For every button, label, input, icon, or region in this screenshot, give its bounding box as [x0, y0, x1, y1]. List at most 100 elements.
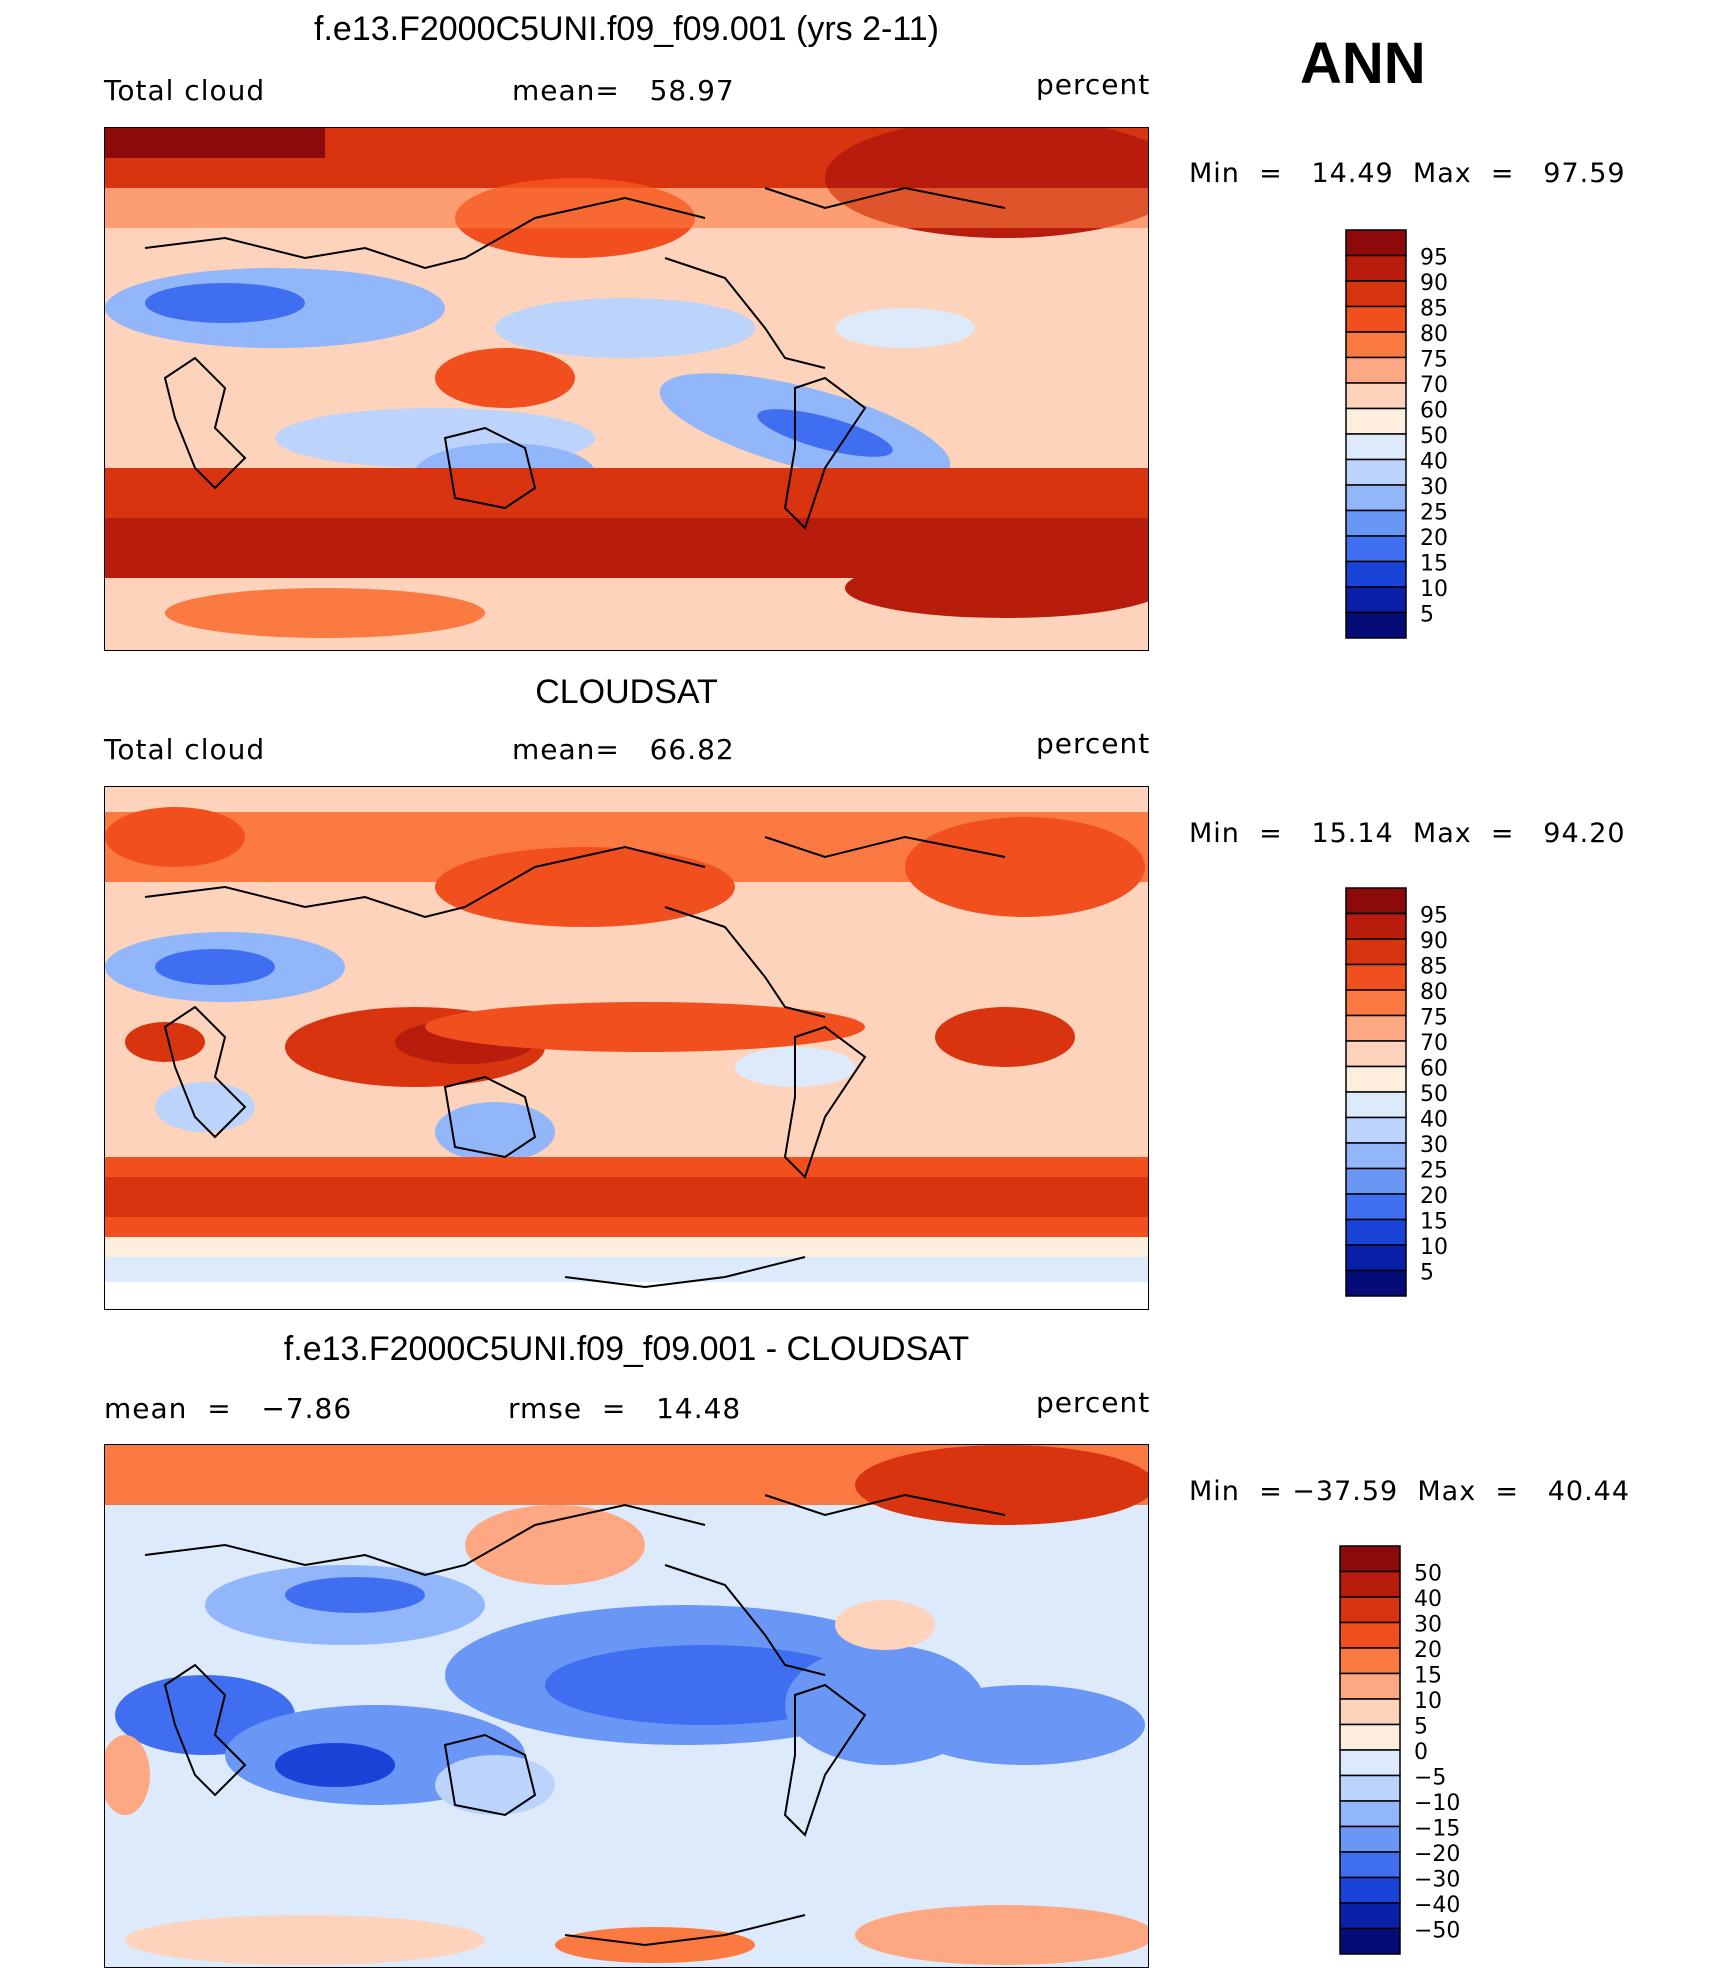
- colorbar-label: 40: [1420, 1108, 1448, 1133]
- panel-1-title: f.e13.F2000C5UNI.f09_f09.001 (yrs 2-11): [314, 10, 939, 48]
- colorbar-box: [1345, 586, 1407, 614]
- colorbar-box: [1345, 1218, 1407, 1246]
- panel-2-units: percent: [1036, 727, 1151, 760]
- panel-1-map: [104, 127, 1149, 651]
- colorbar-label: 10: [1414, 1689, 1442, 1714]
- panel-1-colorbar: 95 90 85 80 75 70 60 50 40 30 25 20 15 10 5: [1342, 228, 1482, 652]
- colorbar-box: [1339, 1800, 1401, 1828]
- panel-3-map: [104, 1444, 1149, 1968]
- colorbar-box: [1339, 1570, 1401, 1598]
- panel-3-units: percent: [1036, 1386, 1151, 1419]
- colorbar-label: −50: [1414, 1919, 1460, 1944]
- colorbar-box: [1339, 1596, 1401, 1624]
- panel-3-title: f.e13.F2000C5UNI.f09_f09.001 - CLOUDSAT: [283, 1330, 970, 1368]
- colorbar-label: 75: [1420, 1006, 1448, 1031]
- colorbar-box: [1345, 1040, 1407, 1068]
- colorbar-label: 80: [1420, 322, 1448, 347]
- colorbar-label: 85: [1420, 297, 1448, 322]
- colorbar-box: [1345, 254, 1407, 282]
- colorbar-box: [1345, 560, 1407, 588]
- colorbar-label: −40: [1414, 1893, 1460, 1918]
- colorbar-label: 40: [1420, 450, 1448, 475]
- colorbar-label: 80: [1420, 980, 1448, 1005]
- colorbar-box: [1345, 535, 1407, 563]
- colorbar-label: 50: [1420, 1082, 1448, 1107]
- colorbar-box: [1345, 938, 1407, 966]
- colorbar-box: [1339, 1672, 1401, 1700]
- colorbar-box: [1345, 963, 1407, 991]
- panel-2-minmax: Min = 15.14 Max = 94.20: [1189, 818, 1626, 849]
- colorbar-box: [1339, 1698, 1401, 1726]
- colorbar-box: [1339, 1876, 1401, 1904]
- panel-1-units: percent: [1036, 68, 1151, 101]
- colorbar-box: [1345, 1116, 1407, 1144]
- colorbar-label: 60: [1420, 1057, 1448, 1082]
- colorbar-box: [1339, 1545, 1401, 1573]
- colorbar-label: 10: [1420, 577, 1448, 602]
- colorbar-box: [1345, 280, 1407, 308]
- colorbar-box: [1345, 912, 1407, 940]
- colorbar-box: [1345, 458, 1407, 486]
- colorbar-box: [1345, 1269, 1407, 1297]
- panel-3-colorbar: 50 40 30 20 15 10 5 0 −5 −10 −15 −20 −30 −40 −50: [1336, 1544, 1486, 1968]
- colorbar-label: 75: [1420, 348, 1448, 373]
- colorbar-label: 10: [1420, 1235, 1448, 1260]
- colorbar-box: [1345, 1244, 1407, 1272]
- colorbar-label: −10: [1414, 1791, 1460, 1816]
- colorbar-box: [1345, 331, 1407, 359]
- colorbar-label: 30: [1414, 1613, 1442, 1638]
- colorbar-label: 40: [1414, 1587, 1442, 1612]
- colorbar-box: [1345, 407, 1407, 435]
- colorbar-label: 30: [1420, 475, 1448, 500]
- colorbar-box: [1339, 1902, 1401, 1930]
- colorbar-box: [1339, 1927, 1401, 1955]
- colorbar-box: [1339, 1774, 1401, 1802]
- colorbar-label: 15: [1414, 1664, 1442, 1689]
- colorbar-label: 85: [1420, 955, 1448, 980]
- colorbar-label: 95: [1420, 246, 1448, 271]
- colorbar-label: 20: [1414, 1638, 1442, 1663]
- colorbar-label: 50: [1414, 1562, 1442, 1587]
- colorbar-box: [1345, 1065, 1407, 1093]
- colorbar-box: [1339, 1825, 1401, 1853]
- colorbar-label: −20: [1414, 1842, 1460, 1867]
- colorbar-label: 30: [1420, 1133, 1448, 1158]
- colorbar-label: −30: [1414, 1868, 1460, 1893]
- colorbar-label: 20: [1420, 526, 1448, 551]
- colorbar-box: [1345, 611, 1407, 639]
- colorbar-label: 15: [1420, 1210, 1448, 1235]
- colorbar-box: [1339, 1749, 1401, 1777]
- colorbar-box: [1345, 887, 1407, 915]
- colorbar-label: 90: [1420, 271, 1448, 296]
- colorbar-label: 5: [1420, 1261, 1434, 1286]
- colorbar-box: [1345, 1014, 1407, 1042]
- colorbar-label: 70: [1420, 1031, 1448, 1056]
- colorbar-box: [1345, 382, 1407, 410]
- colorbar-label: 25: [1420, 501, 1448, 526]
- colorbar-box: [1345, 356, 1407, 384]
- colorbar-box: [1339, 1851, 1401, 1879]
- colorbar-label: 5: [1420, 603, 1434, 628]
- colorbar-label: −5: [1414, 1766, 1446, 1791]
- colorbar-label: 60: [1420, 399, 1448, 424]
- colorbar-label: 20: [1420, 1184, 1448, 1209]
- colorbar-label: −15: [1414, 1817, 1460, 1842]
- colorbar-box: [1345, 1167, 1407, 1195]
- colorbar-box: [1345, 305, 1407, 333]
- colorbar-label: 50: [1420, 424, 1448, 449]
- colorbar-label: 0: [1414, 1740, 1428, 1765]
- panel-3-rmse: rmse = 14.48: [508, 1392, 742, 1425]
- colorbar-box: [1339, 1647, 1401, 1675]
- panel-1-variable: Total cloud: [104, 74, 266, 107]
- colorbar-box: [1345, 1091, 1407, 1119]
- panel-2-title: CLOUDSAT: [535, 673, 718, 711]
- panel-2-colorbar: 95 90 85 80 75 70 60 50 40 30 25 20 15 10 5: [1342, 886, 1482, 1310]
- season-label: ANN: [1300, 31, 1426, 96]
- colorbar-box: [1345, 1142, 1407, 1170]
- colorbar-box: [1345, 229, 1407, 257]
- colorbar-label: 95: [1420, 904, 1448, 929]
- colorbar-box: [1345, 989, 1407, 1017]
- panel-3-mean: mean = −7.86: [104, 1392, 353, 1425]
- panel-2-variable: Total cloud: [104, 733, 266, 766]
- panel-1-mean: mean= 58.97: [512, 74, 735, 107]
